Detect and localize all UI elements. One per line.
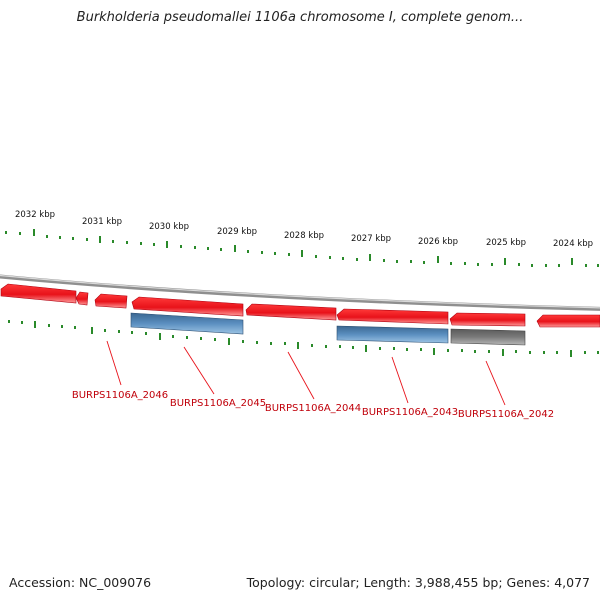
- gene-arrow[interactable]: [131, 296, 244, 317]
- scale-label: 2029 kbp: [217, 227, 257, 237]
- map-title: Burkholderia pseudomallei 1106a chromoso…: [76, 10, 524, 25]
- scale-label: 2025 kbp: [486, 238, 526, 248]
- cds-block[interactable]: [336, 325, 449, 344]
- feature-track: [130, 312, 526, 346]
- lower-scale-ticks: [8, 320, 599, 357]
- gene-arrow[interactable]: [245, 303, 337, 321]
- cds-block[interactable]: [130, 312, 244, 335]
- scale-label: 2031 kbp: [82, 217, 122, 227]
- scale-label: 2026 kbp: [418, 237, 458, 247]
- label-leaders: [106, 340, 506, 406]
- gene-arrow[interactable]: [336, 308, 449, 325]
- scale-label: 2028 kbp: [284, 231, 324, 241]
- other-feature-block[interactable]: [450, 328, 526, 346]
- genome-summary-text: Topology: circular; Length: 3,988,455 bp…: [246, 575, 590, 590]
- gene-label-burps1106a-2043[interactable]: BURPS1106A_2043: [362, 407, 458, 418]
- scale-label: 2030 kbp: [149, 222, 189, 232]
- gene-label-burps1106a-2046[interactable]: BURPS1106A_2046: [72, 390, 168, 401]
- scale-label: 2032 kbp: [15, 210, 55, 220]
- gene-label-burps1106a-2042[interactable]: BURPS1106A_2042: [458, 409, 554, 420]
- chromosome-backbone: [0, 274, 600, 311]
- gene-label-burps1106a-2045[interactable]: BURPS1106A_2045: [170, 398, 266, 409]
- gene-label-burps1106a-2044[interactable]: BURPS1106A_2044: [265, 403, 361, 414]
- gene-arrow[interactable]: [536, 314, 600, 328]
- gene-arrow[interactable]: [449, 312, 526, 327]
- gene-track-forward: [0, 283, 600, 328]
- gene-arrow[interactable]: [94, 293, 128, 309]
- gene-arrow[interactable]: [0, 283, 77, 304]
- accession-text: Accession: NC_009076: [9, 575, 152, 590]
- upper-scale-ticks: [5, 229, 599, 267]
- gene-arrow[interactable]: [75, 291, 89, 306]
- scale-label: 2024 kbp: [553, 239, 593, 249]
- scale-label: 2027 kbp: [351, 234, 391, 244]
